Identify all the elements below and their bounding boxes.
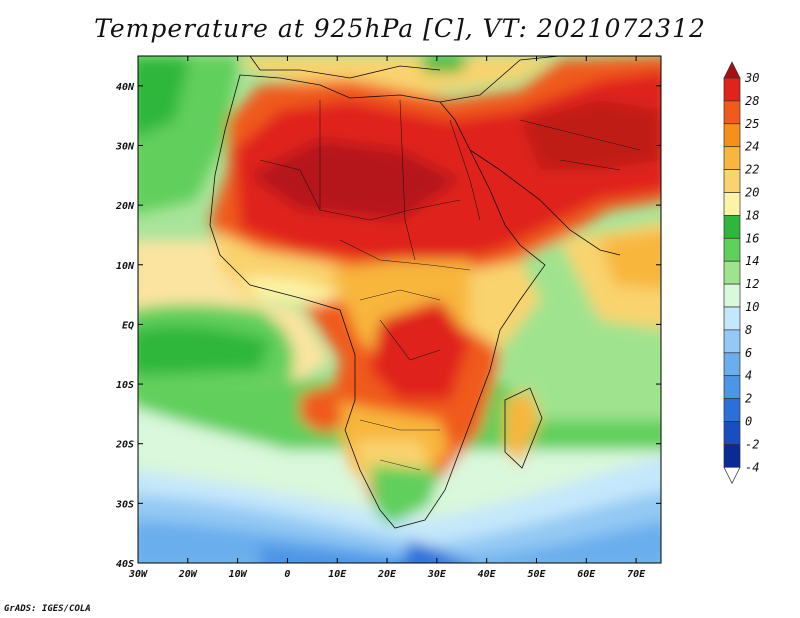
colorbar-min-triangle xyxy=(723,466,741,485)
y-axis: 40N 30N 20N 10N EQ 10S 20S 30S 40S xyxy=(115,82,661,570)
colorbar-box xyxy=(723,329,741,354)
colorbar-label: 0 xyxy=(745,415,752,429)
colorbar-label: -4 xyxy=(745,460,759,474)
colorbar-box xyxy=(723,123,741,148)
colorbar-box xyxy=(723,77,741,102)
colorbar-box xyxy=(723,146,741,170)
colorbar-max-triangle xyxy=(723,61,741,79)
colorbar-box xyxy=(723,237,741,262)
colorbar-label: 12 xyxy=(745,277,759,291)
x-tick-label: 30E xyxy=(427,569,447,580)
colorbar-label: 20 xyxy=(745,186,759,200)
y-tick-label: 20N xyxy=(115,201,135,212)
x-tick-label: 10W xyxy=(229,569,248,580)
credit-text: GrADS: IGES/COLA xyxy=(4,604,91,614)
colorbar-label: 24 xyxy=(745,140,759,154)
colorbar-box xyxy=(723,192,741,216)
x-tick-label: 20W xyxy=(178,569,198,580)
x-tick-label: 60E xyxy=(577,569,596,580)
x-tick-label: 40E xyxy=(478,569,497,580)
y-tick-label: 30N xyxy=(115,141,135,152)
map-frame xyxy=(137,55,662,564)
colorbar-box xyxy=(723,283,741,308)
y-tick-label: EQ xyxy=(122,320,134,331)
colorbar-box xyxy=(723,215,741,239)
coastlines xyxy=(209,56,621,529)
x-tick-label: 70E xyxy=(627,569,646,580)
colorbar-label: 22 xyxy=(745,163,759,177)
x-tick-label: 0 xyxy=(284,569,290,580)
colorbar-label: 14 xyxy=(745,254,759,268)
colorbar-box xyxy=(723,306,741,331)
colorbar-box xyxy=(723,100,741,125)
x-tick-label: 50E xyxy=(527,569,546,580)
x-axis: 30W 20W 10W 0 10E 20E 30E 40E 50E 60E 70E xyxy=(128,56,646,580)
y-tick-label: 40N xyxy=(116,82,135,93)
y-tick-label: 30S xyxy=(115,499,134,510)
borders xyxy=(259,99,641,471)
map-title: Temperature at 925hPa [C], VT: 202107231… xyxy=(94,14,706,43)
colorbar-box xyxy=(723,421,741,445)
colorbar-label: 16 xyxy=(745,231,759,245)
colorbar-label: 28 xyxy=(745,94,759,108)
colorbar-label: 25 xyxy=(745,117,759,131)
colorbar-box xyxy=(723,444,741,468)
y-tick-label: 10S xyxy=(116,380,134,391)
y-tick-label: 10N xyxy=(116,261,135,272)
y-tick-label: 40S xyxy=(116,559,134,570)
x-tick-label: 30W xyxy=(128,569,148,580)
colorbar-label: 2 xyxy=(745,392,752,406)
colorbar-label: 10 xyxy=(745,300,759,314)
x-tick-label: 10E xyxy=(328,569,347,580)
x-tick-label: 20E xyxy=(377,569,397,580)
colorbar-box xyxy=(723,352,741,377)
colorbar-label: -2 xyxy=(745,437,759,451)
colorbar-label: 18 xyxy=(745,208,759,222)
colorbar-label: 30 xyxy=(744,71,759,85)
colorbar-label: 8 xyxy=(745,323,752,337)
colorbar-box xyxy=(723,375,741,399)
temperature-field xyxy=(138,56,661,563)
colorbar-label: 4 xyxy=(745,369,752,383)
colorbar-box xyxy=(723,398,741,422)
colorbar-label: 6 xyxy=(745,346,752,360)
y-tick-label: 20S xyxy=(115,440,134,451)
colorbar-box xyxy=(723,260,741,285)
colorbar-box xyxy=(723,169,741,193)
